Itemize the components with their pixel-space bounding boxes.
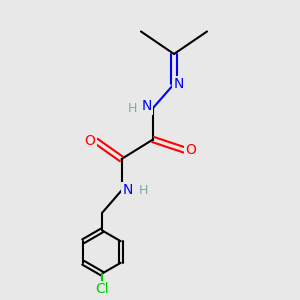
Text: H: H	[127, 101, 137, 115]
Text: Cl: Cl	[95, 282, 109, 296]
Text: N: N	[173, 77, 184, 91]
Text: H: H	[138, 184, 148, 197]
Text: O: O	[85, 134, 95, 148]
Text: O: O	[185, 143, 196, 157]
Text: N: N	[122, 184, 133, 197]
Text: N: N	[142, 100, 152, 113]
